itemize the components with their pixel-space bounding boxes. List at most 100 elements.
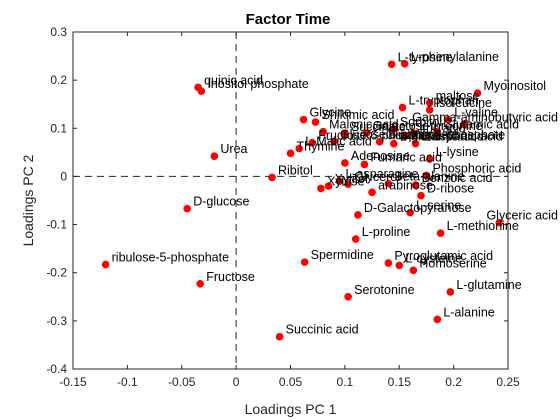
point-label: D-glucose (193, 195, 249, 209)
point-label: Glyceric acid (486, 209, 558, 223)
data-point (433, 127, 442, 136)
data-point (390, 139, 398, 148)
data-point (317, 184, 325, 193)
data-point (319, 127, 327, 136)
data-point (210, 152, 219, 161)
data-point (425, 155, 434, 163)
point-label: Phosphoric acid (432, 161, 521, 175)
point-label: L-aspartic acid (422, 130, 503, 144)
data-point (398, 103, 407, 112)
data-point (101, 260, 110, 269)
point-label: L-tyrosine (398, 50, 453, 64)
x-tick-label: 0.2 (445, 375, 462, 389)
chart-title: Factor Time (246, 11, 331, 28)
data-point (384, 179, 393, 188)
data-point (411, 181, 420, 189)
point-label: L-phenylalanine (411, 50, 499, 64)
point-label: Xylitol (335, 172, 368, 186)
point-label: Spermidine (311, 248, 374, 262)
point-label: L-Malic acid (305, 135, 372, 149)
x-tick-label: -0.05 (168, 375, 196, 389)
point-label: Isoleucine (436, 96, 492, 110)
point-label: Galactose (373, 119, 429, 133)
data-point (444, 115, 452, 124)
y-tick-label: -0.2 (46, 266, 67, 280)
data-point (324, 182, 333, 190)
point-label: L-alanine (443, 305, 494, 319)
data-point (362, 129, 371, 137)
data-point (354, 211, 362, 219)
y-tick-label: 0.3 (50, 25, 67, 39)
x-tick-label: 0.15 (388, 375, 412, 389)
point-label: Benzoic acid (422, 171, 493, 185)
data-point (341, 130, 349, 138)
point-label: Succinate (351, 120, 406, 134)
point-label: Inositol phosphate (207, 77, 309, 91)
data-point (299, 115, 308, 124)
data-point (360, 160, 369, 169)
point-label: Shikimic acid (322, 108, 395, 122)
point-label: maltose (436, 89, 480, 103)
y-tick-label: -0.4 (46, 362, 67, 376)
point-label: quinic acid (204, 73, 263, 87)
point-label: arabinose (378, 178, 433, 192)
data-point (300, 258, 309, 266)
data-point (196, 279, 205, 288)
point-label: L-tryptophan (409, 94, 479, 108)
point-label: L-proline (362, 225, 411, 239)
point-label: L-serine (416, 199, 461, 213)
y-tick-label: -0.1 (46, 218, 67, 232)
data-point (341, 159, 349, 167)
point-label: Ribitol (278, 163, 313, 177)
point-label: Urea (220, 142, 247, 156)
point-label: Adenosine (351, 149, 410, 163)
point-label: Glucose 6-phosphate (340, 127, 459, 141)
point-label: L-glutamine (456, 278, 521, 292)
data-point (409, 129, 418, 137)
point-label: L-asparagine (345, 167, 418, 181)
point-label: L-cysteine (405, 251, 462, 265)
data-point (384, 259, 393, 267)
reference-lines (73, 32, 508, 369)
y-axis-label: Loadings PC 2 (20, 154, 36, 246)
data-point (400, 59, 409, 68)
x-tick-label: 0.25 (496, 375, 520, 389)
data-point (473, 89, 482, 97)
data-point (311, 118, 320, 126)
point-label: Glutamic acid (443, 118, 519, 132)
point-label: Glycine (310, 106, 352, 120)
point-label: Citric acid (411, 122, 466, 136)
point-label: Fructose (206, 270, 255, 284)
y-tick-label: 0.1 (50, 121, 67, 135)
y-tick-label: 0.2 (50, 73, 67, 87)
data-points (101, 59, 504, 341)
point-label: Glucose-1-phosphate (386, 128, 506, 142)
data-point (417, 191, 425, 200)
data-point (183, 204, 191, 213)
x-tick-label: 0 (233, 375, 240, 389)
data-point (406, 208, 414, 217)
y-tick-label: 0 (60, 169, 67, 183)
point-label: Fumaric acid (370, 150, 442, 164)
data-point (395, 261, 404, 270)
point-label: L-valine (454, 106, 498, 120)
x-tick-label: 0.1 (337, 375, 354, 389)
data-point (330, 137, 338, 146)
data-point (425, 106, 434, 114)
data-point (436, 229, 445, 238)
data-point (197, 87, 206, 96)
data-point (308, 138, 317, 147)
point-label: Myoinositol (484, 79, 547, 93)
point-label: Thymine (297, 139, 345, 153)
point-label: Glycerol (354, 170, 400, 184)
x-axis-label: Loadings PC 1 (245, 401, 337, 417)
data-point (351, 235, 360, 243)
data-point (446, 288, 455, 296)
data-point (409, 266, 418, 275)
point-label: L-lysine (436, 145, 479, 159)
data-point (400, 131, 409, 140)
data-point (268, 173, 276, 182)
data-point (375, 137, 384, 146)
